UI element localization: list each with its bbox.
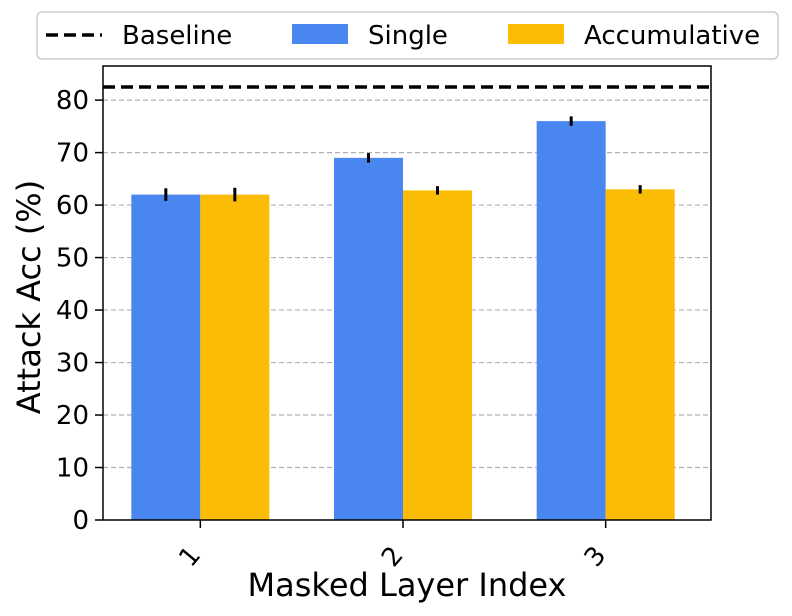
legend-label-baseline: Baseline (122, 21, 232, 51)
legend-frame (36, 11, 779, 60)
x-tick-label-3: 3 (579, 541, 613, 573)
y-tick-label-60: 60 (56, 191, 89, 221)
error-bars (164, 116, 642, 202)
y-tick-label-30: 30 (56, 349, 89, 379)
legend-swatch-single (292, 24, 348, 44)
bar-single-2 (334, 157, 403, 520)
bar-accumulative-1 (200, 194, 270, 520)
x-axis-label: Masked Layer Index (248, 566, 567, 604)
y-tick-label-50: 50 (56, 244, 89, 274)
bar-accumulative-3 (605, 189, 675, 520)
y-tick-label-10: 10 (56, 454, 89, 484)
y-tick-label-0: 0 (72, 506, 89, 536)
y-axis-ticks: 0 10 20 30 40 50 60 70 80 (56, 86, 103, 536)
bar-single-1 (131, 194, 201, 520)
y-tick-label-20: 20 (56, 401, 89, 431)
y-axis-label: Attack Acc (%) (10, 180, 48, 414)
legend-label-single: Single (368, 21, 448, 51)
x-tick-label-1: 1 (173, 541, 207, 573)
legend: Baseline Single Accumulative (36, 11, 779, 60)
legend-label-accumulative: Accumulative (584, 21, 760, 51)
bar-single-3 (536, 121, 606, 520)
bar-accumulative-2 (403, 190, 472, 520)
plot-frame (102, 65, 712, 521)
bars (131, 121, 675, 520)
legend-swatch-accumulative (508, 24, 564, 44)
y-tick-label-40: 40 (56, 296, 89, 326)
y-tick-label-70: 70 (56, 139, 89, 169)
y-tick-label-80: 80 (56, 86, 89, 116)
